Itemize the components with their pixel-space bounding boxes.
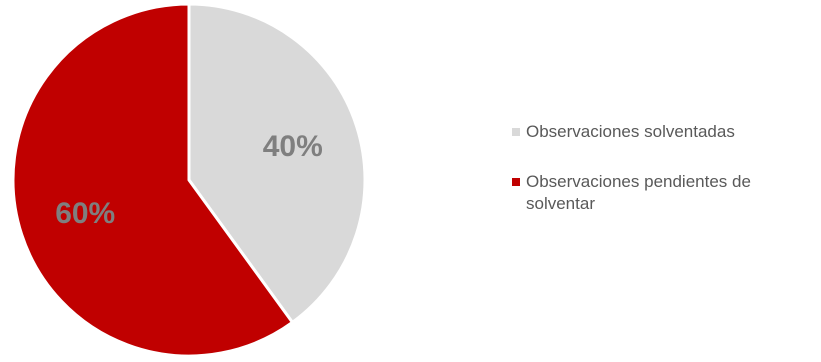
legend-swatch-solventadas <box>512 128 520 136</box>
pie-slice-pendientes <box>11 2 294 358</box>
legend-swatch-pendientes <box>512 178 520 186</box>
legend: Observaciones solventadas Observaciones … <box>512 121 812 215</box>
data-label-solventadas: 40% <box>263 130 323 163</box>
legend-item-pendientes: Observaciones pendientes de solventar <box>512 171 812 215</box>
pie-slice-solventadas <box>187 2 367 324</box>
legend-label-solventadas: Observaciones solventadas <box>526 122 735 141</box>
legend-label-pendientes: Observaciones pendientes de solventar <box>526 172 751 213</box>
pie-data-labels: 40% 60% <box>55 130 323 230</box>
pie-slices <box>11 2 367 358</box>
data-label-pendientes: 60% <box>55 197 115 230</box>
legend-item-solventadas: Observaciones solventadas <box>512 121 812 143</box>
